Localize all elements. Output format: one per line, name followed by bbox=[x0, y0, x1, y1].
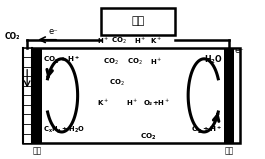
Bar bbox=[32, 48, 42, 143]
Bar bbox=[224, 48, 234, 143]
Text: $\mathbf{C_xH_y+H_2O}$: $\mathbf{C_xH_y+H_2O}$ bbox=[43, 125, 85, 136]
Text: H$^+$: H$^+$ bbox=[126, 98, 139, 108]
Text: H$^+$: H$^+$ bbox=[97, 36, 110, 46]
Bar bbox=[101, 8, 175, 35]
Text: 锂片: 锂片 bbox=[32, 146, 41, 155]
Text: H$^+$: H$^+$ bbox=[134, 36, 147, 46]
Text: CO$_2$: CO$_2$ bbox=[103, 57, 119, 67]
Text: $\mathbf{H_2O}$: $\mathbf{H_2O}$ bbox=[204, 54, 223, 66]
Text: H$^+$: H$^+$ bbox=[150, 57, 163, 67]
Bar bbox=[23, 48, 32, 143]
Text: CO₂: CO₂ bbox=[4, 32, 20, 41]
Text: 电源: 电源 bbox=[131, 17, 144, 26]
Text: CO$_2$: CO$_2$ bbox=[111, 36, 127, 46]
Text: $\mathbf{CO_2+H^+}$: $\mathbf{CO_2+H^+}$ bbox=[43, 55, 80, 66]
Text: e⁻: e⁻ bbox=[48, 27, 58, 36]
Bar bbox=[23, 48, 240, 143]
Text: 锃片: 锃片 bbox=[224, 146, 233, 155]
Text: O₂+H$^+$: O₂+H$^+$ bbox=[143, 98, 170, 108]
Text: CO$_2$: CO$_2$ bbox=[109, 78, 125, 88]
Text: $\mathbf{O_2+H^+}$: $\mathbf{O_2+H^+}$ bbox=[191, 125, 223, 136]
Text: K$^+$: K$^+$ bbox=[97, 98, 109, 108]
Text: $\mathbf{CO_2}$: $\mathbf{CO_2}$ bbox=[140, 131, 157, 142]
Text: K$^+$: K$^+$ bbox=[150, 36, 162, 46]
Text: CO$_2$: CO$_2$ bbox=[127, 57, 143, 67]
Text: e⁻: e⁻ bbox=[234, 46, 244, 55]
